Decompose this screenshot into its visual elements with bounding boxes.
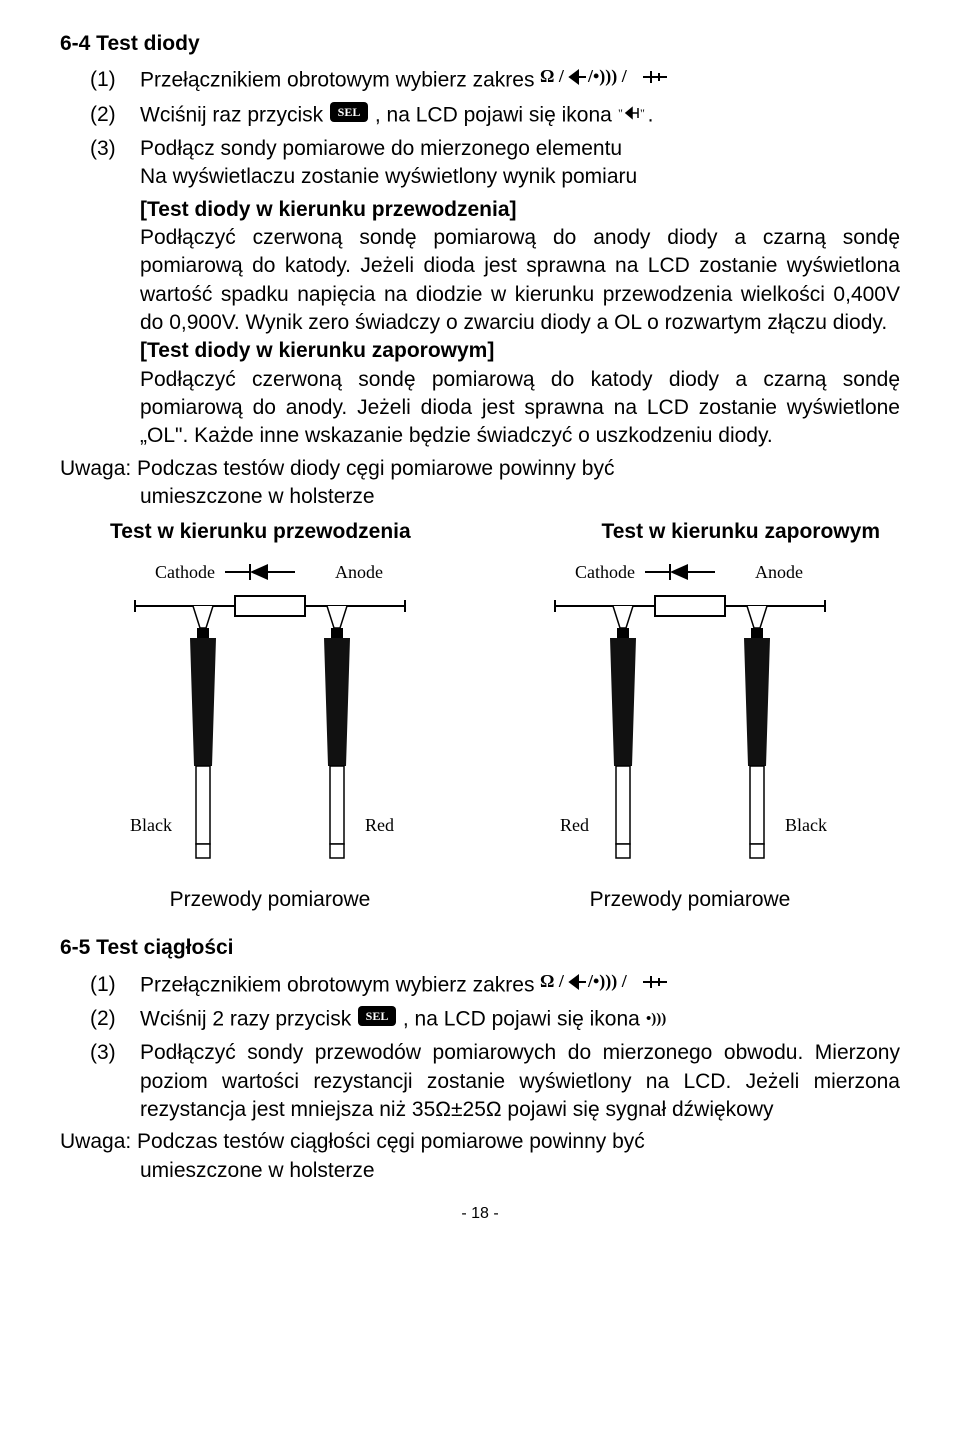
s65-item-2: (2) Wciśnij 2 razy przycisk , na LCD poj… [90, 1005, 900, 1035]
black-label: Black [785, 815, 827, 835]
range-icon [540, 971, 680, 1001]
cathode-label: Cathode [575, 562, 635, 582]
reverse-body: Podłączyć czerwoną sondę pomiarową do ka… [140, 368, 900, 448]
text: Podłącz sondy pomiarowe do mierzonego el… [140, 137, 622, 160]
note-line-2: umieszczone w holsterze [140, 485, 375, 508]
note-line-2: umieszczone w holsterze [140, 1159, 375, 1182]
list-number: (2) [90, 101, 140, 131]
text: Podłączyć sondy przewodów pomiarowych do… [140, 1041, 900, 1121]
s65-note: Uwaga: Podczas testów ciągłości cęgi pom… [60, 1128, 900, 1185]
forward-label: Test w kierunku przewodzenia [110, 518, 411, 546]
text: , na LCD pojawi się ikona [403, 1008, 646, 1031]
probe-caption: Przewody pomiarowe [590, 886, 791, 914]
probe-red [324, 606, 350, 858]
list-text: Podłącz sondy pomiarowe do mierzonego el… [140, 135, 900, 192]
reverse-test-block: [Test diody w kierunku zaporowym] Podłąc… [140, 337, 900, 450]
anode-label: Anode [335, 562, 383, 582]
list-number: (2) [90, 1005, 140, 1035]
reverse-heading: [Test diody w kierunku zaporowym] [140, 339, 494, 362]
anode-label: Anode [755, 562, 803, 582]
cathode-label: Cathode [155, 562, 215, 582]
s64-item-1: (1) Przełącznikiem obrotowym wybierz zak… [90, 66, 900, 96]
probe-caption-row: Przewody pomiarowe Przewody pomiarowe [60, 886, 900, 914]
probe-caption: Przewody pomiarowe [170, 886, 371, 914]
text: Przełącznikiem obrotowym wybierz zakres [140, 973, 540, 996]
list-number: (1) [90, 66, 140, 96]
s64-note: Uwaga: Podczas testów diody cęgi pomiaro… [60, 455, 900, 512]
list-number: (3) [90, 1039, 140, 1124]
text: Wciśnij 2 razy przycisk [140, 1008, 357, 1031]
forward-diagram: Cathode Anode Black Red [80, 556, 460, 876]
list-text: Wciśnij 2 razy przycisk , na LCD pojawi … [140, 1005, 900, 1035]
text: , na LCD pojawi się ikona [375, 103, 618, 126]
section-6-4-heading: 6-4 Test diody [60, 30, 900, 58]
reverse-label: Test w kierunku zaporowym [601, 518, 880, 546]
diagram-row: Cathode Anode Black Red Catho [60, 556, 900, 876]
list-text: Podłączyć sondy przewodów pomiarowych do… [140, 1039, 900, 1124]
list-text: Przełącznikiem obrotowym wybierz zakres [140, 971, 900, 1001]
list-number: (3) [90, 135, 140, 192]
probe-black [744, 606, 770, 858]
note-line-1: Uwaga: Podczas testów diody cęgi pomiaro… [60, 457, 614, 480]
s65-item-1: (1) Przełącznikiem obrotowym wybierz zak… [90, 971, 900, 1001]
s65-item-3: (3) Podłączyć sondy przewodów pomiarowyc… [90, 1039, 900, 1124]
forward-body: Podłączyć czerwoną sondę pomiarową do an… [140, 226, 900, 334]
page-number: - 18 - [60, 1203, 900, 1225]
list-text: Wciśnij raz przycisk , na LCD pojawi się… [140, 101, 900, 131]
buzzer-icon [646, 1006, 670, 1034]
red-label: Red [560, 815, 589, 835]
black-label: Black [130, 815, 172, 835]
red-label: Red [365, 815, 394, 835]
sel-button-icon [329, 101, 369, 131]
reverse-diagram: Cathode Anode Red Black [500, 556, 880, 876]
diode-icon [618, 102, 648, 130]
sel-button-icon [357, 1005, 397, 1035]
range-icon [540, 66, 680, 96]
forward-heading: [Test diody w kierunku przewodzenia] [140, 198, 517, 221]
text: Na wyświetlaczu zostanie wyświetlony wyn… [140, 165, 637, 188]
section-6-5-heading: 6-5 Test ciągłości [60, 934, 900, 962]
list-text: Przełącznikiem obrotowym wybierz zakres [140, 66, 900, 96]
s64-item-2: (2) Wciśnij raz przycisk , na LCD pojawi… [90, 101, 900, 131]
probe-black [190, 606, 216, 858]
diagram-headings: Test w kierunku przewodzenia Test w kier… [110, 518, 880, 546]
text: Przełącznikiem obrotowym wybierz zakres [140, 69, 540, 92]
note-line-1: Uwaga: Podczas testów ciągłości cęgi pom… [60, 1130, 645, 1153]
list-number: (1) [90, 971, 140, 1001]
forward-test-block: [Test diody w kierunku przewodzenia] Pod… [140, 196, 900, 338]
text: Wciśnij raz przycisk [140, 103, 329, 126]
probe-red [610, 606, 636, 858]
s64-item-3: (3) Podłącz sondy pomiarowe do mierzoneg… [90, 135, 900, 192]
